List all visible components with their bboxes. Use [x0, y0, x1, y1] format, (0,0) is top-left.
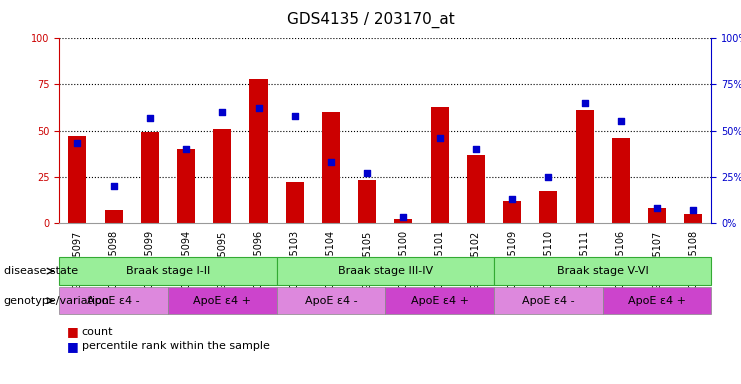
Point: [688, 207, 700, 213]
Point: [107, 183, 119, 189]
Point: [289, 113, 301, 119]
Text: ■: ■: [67, 325, 79, 338]
Bar: [68, 136, 87, 223]
Bar: [431, 107, 449, 223]
Text: disease state: disease state: [4, 266, 78, 276]
Bar: [358, 180, 376, 223]
Point: [651, 205, 663, 211]
Bar: [250, 79, 268, 223]
Text: GDS4135 / 203170_at: GDS4135 / 203170_at: [287, 12, 454, 28]
Bar: [467, 154, 485, 223]
Point: [542, 174, 554, 180]
Text: Braak stage III-IV: Braak stage III-IV: [338, 266, 433, 276]
Bar: [576, 110, 594, 223]
Point: [397, 214, 409, 220]
Text: count: count: [82, 327, 113, 337]
Bar: [104, 210, 123, 223]
Bar: [213, 129, 231, 223]
Bar: [322, 112, 340, 223]
Point: [71, 141, 83, 147]
Text: ApoE ε4 +: ApoE ε4 +: [193, 296, 251, 306]
Point: [180, 146, 192, 152]
Point: [362, 170, 373, 176]
Bar: [141, 132, 159, 223]
Text: ApoE ε4 +: ApoE ε4 +: [411, 296, 468, 306]
Text: ApoE ε4 -: ApoE ε4 -: [87, 296, 140, 306]
Point: [433, 135, 445, 141]
Text: genotype/variation: genotype/variation: [4, 296, 110, 306]
Point: [216, 109, 228, 115]
Point: [470, 146, 482, 152]
Text: percentile rank within the sample: percentile rank within the sample: [82, 341, 270, 351]
Bar: [539, 191, 557, 223]
Bar: [503, 200, 521, 223]
Point: [506, 196, 518, 202]
Bar: [394, 219, 413, 223]
Text: Braak stage V-VI: Braak stage V-VI: [556, 266, 648, 276]
Text: ■: ■: [67, 340, 79, 353]
Point: [615, 118, 627, 124]
Bar: [286, 182, 304, 223]
Bar: [684, 214, 702, 223]
Text: ApoE ε4 -: ApoE ε4 -: [305, 296, 357, 306]
Point: [253, 105, 265, 111]
Point: [325, 159, 337, 165]
Text: ApoE ε4 -: ApoE ε4 -: [522, 296, 575, 306]
Bar: [612, 138, 630, 223]
Bar: [177, 149, 195, 223]
Text: Braak stage I-II: Braak stage I-II: [126, 266, 210, 276]
Bar: [648, 208, 666, 223]
Text: ApoE ε4 +: ApoE ε4 +: [628, 296, 686, 306]
Point: [144, 114, 156, 121]
Point: [579, 100, 591, 106]
